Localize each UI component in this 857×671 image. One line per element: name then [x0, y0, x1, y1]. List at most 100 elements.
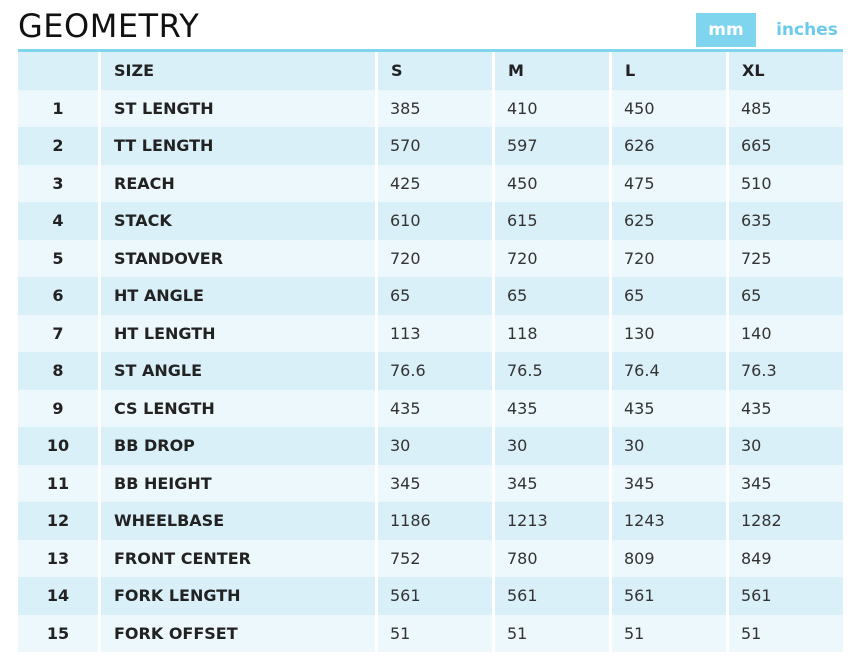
table-row: 9 CS LENGTH 435 435 435 435	[18, 389, 843, 427]
geometry-header: GEOMETRY mm inches	[18, 0, 846, 52]
measurement-name: HT ANGLE	[101, 277, 378, 315]
column-header-xl: XL	[729, 52, 843, 90]
row-number: 12	[18, 502, 101, 540]
row-number: 6	[18, 277, 101, 315]
measurement-value: 1186	[378, 502, 495, 540]
measurement-value: 635	[729, 202, 843, 240]
row-number: 2	[18, 127, 101, 165]
row-number: 3	[18, 164, 101, 202]
measurement-value: 561	[612, 577, 729, 615]
table-row: 13 FRONT CENTER 752 780 809 849	[18, 539, 843, 577]
measurement-value: 345	[729, 464, 843, 502]
measurement-value: 485	[729, 89, 843, 127]
measurement-value: 561	[495, 577, 612, 615]
row-number: 14	[18, 577, 101, 615]
measurement-value: 720	[378, 239, 495, 277]
measurement-value: 610	[378, 202, 495, 240]
table-row: 14 FORK LENGTH 561 561 561 561	[18, 577, 843, 615]
measurement-name: BB HEIGHT	[101, 464, 378, 502]
measurement-value: 76.5	[495, 352, 612, 390]
measurement-name: REACH	[101, 164, 378, 202]
geometry-table: SIZE S M L XL 1 ST LENGTH 385 410 450 485 2 TT …	[18, 52, 843, 652]
measurement-name: CS LENGTH	[101, 389, 378, 427]
measurement-name: FORK LENGTH	[101, 577, 378, 615]
measurement-value: 626	[612, 127, 729, 165]
measurement-value: 30	[495, 427, 612, 465]
measurement-value: 1243	[612, 502, 729, 540]
row-number: 4	[18, 202, 101, 240]
table-header-row: SIZE S M L XL	[18, 52, 843, 90]
table-row: 4 STACK 610 615 625 635	[18, 202, 843, 240]
column-header-l: L	[612, 52, 729, 90]
measurement-value: 385	[378, 89, 495, 127]
measurement-value: 345	[612, 464, 729, 502]
measurement-value: 615	[495, 202, 612, 240]
column-header-s: S	[378, 52, 495, 90]
table-row: 10 BB DROP 30 30 30 30	[18, 427, 843, 465]
table-body: 1 ST LENGTH 385 410 450 485 2 TT LENGTH 570 597 62…	[18, 89, 843, 652]
measurement-value: 561	[378, 577, 495, 615]
measurement-value: 65	[495, 277, 612, 315]
measurement-value: 30	[612, 427, 729, 465]
unit-mm-button[interactable]: mm	[696, 13, 756, 47]
measurement-value: 30	[378, 427, 495, 465]
measurement-value: 570	[378, 127, 495, 165]
measurement-value: 435	[495, 389, 612, 427]
measurement-value: 450	[495, 164, 612, 202]
measurement-value: 51	[495, 614, 612, 652]
row-number: 10	[18, 427, 101, 465]
measurement-value: 561	[729, 577, 843, 615]
row-number: 9	[18, 389, 101, 427]
measurement-value: 51	[612, 614, 729, 652]
table-row: 11 BB HEIGHT 345 345 345 345	[18, 464, 843, 502]
column-header-number	[18, 52, 101, 90]
measurement-value: 130	[612, 314, 729, 352]
measurement-value: 140	[729, 314, 843, 352]
measurement-value: 725	[729, 239, 843, 277]
unit-inches-button[interactable]: inches	[768, 13, 846, 47]
measurement-name: ST ANGLE	[101, 352, 378, 390]
measurement-value: 65	[378, 277, 495, 315]
measurement-value: 450	[612, 89, 729, 127]
column-header-size: SIZE	[101, 52, 378, 90]
table-row: 5 STANDOVER 720 720 720 725	[18, 239, 843, 277]
measurement-value: 809	[612, 539, 729, 577]
measurement-value: 720	[612, 239, 729, 277]
column-header-m: M	[495, 52, 612, 90]
measurement-value: 410	[495, 89, 612, 127]
measurement-name: TT LENGTH	[101, 127, 378, 165]
measurement-value: 597	[495, 127, 612, 165]
table-row: 1 ST LENGTH 385 410 450 485	[18, 89, 843, 127]
table-row: 2 TT LENGTH 570 597 626 665	[18, 127, 843, 165]
measurement-value: 1213	[495, 502, 612, 540]
measurement-name: FRONT CENTER	[101, 539, 378, 577]
measurement-value: 510	[729, 164, 843, 202]
measurement-value: 752	[378, 539, 495, 577]
measurement-name: WHEELBASE	[101, 502, 378, 540]
measurement-value: 435	[378, 389, 495, 427]
measurement-value: 76.6	[378, 352, 495, 390]
row-number: 1	[18, 89, 101, 127]
table-row: 7 HT LENGTH 113 118 130 140	[18, 314, 843, 352]
row-number: 7	[18, 314, 101, 352]
table-row: 6 HT ANGLE 65 65 65 65	[18, 277, 843, 315]
measurement-value: 665	[729, 127, 843, 165]
measurement-value: 65	[612, 277, 729, 315]
table-row: 12 WHEELBASE 1186 1213 1243 1282	[18, 502, 843, 540]
table-row: 8 ST ANGLE 76.6 76.5 76.4 76.3	[18, 352, 843, 390]
measurement-name: HT LENGTH	[101, 314, 378, 352]
measurement-value: 625	[612, 202, 729, 240]
measurement-value: 51	[729, 614, 843, 652]
measurement-name: BB DROP	[101, 427, 378, 465]
table-row: 3 REACH 425 450 475 510	[18, 164, 843, 202]
measurement-value: 76.4	[612, 352, 729, 390]
measurement-value: 435	[729, 389, 843, 427]
measurement-name: STACK	[101, 202, 378, 240]
row-number: 13	[18, 539, 101, 577]
measurement-name: FORK OFFSET	[101, 614, 378, 652]
measurement-value: 113	[378, 314, 495, 352]
measurement-value: 345	[378, 464, 495, 502]
measurement-value: 51	[378, 614, 495, 652]
measurement-value: 345	[495, 464, 612, 502]
page-title: GEOMETRY	[18, 7, 200, 45]
